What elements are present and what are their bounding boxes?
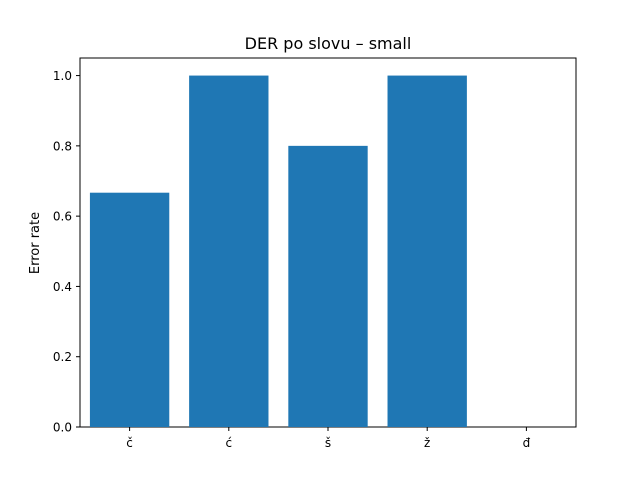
x-tick-label: đ bbox=[523, 436, 531, 450]
y-tick-label: 0.0 bbox=[53, 421, 72, 435]
x-tick-label: č bbox=[126, 436, 133, 450]
y-tick-label: 1.0 bbox=[53, 69, 72, 83]
bars-group bbox=[89, 75, 467, 428]
y-axis-label: Error rate bbox=[28, 212, 43, 274]
bar-0 bbox=[89, 192, 170, 427]
y-tick-label: 0.8 bbox=[53, 139, 72, 153]
bar-2 bbox=[288, 145, 368, 428]
y-tick-label: 0.4 bbox=[53, 280, 72, 294]
y-axis: 0.0 0.2 0.4 0.6 0.8 1.0 bbox=[53, 69, 80, 435]
y-tick-label: 0.2 bbox=[53, 350, 72, 364]
bar-3 bbox=[387, 75, 467, 427]
x-tick-label: š bbox=[325, 436, 331, 450]
x-tick-label: ć bbox=[225, 436, 232, 450]
bar-1 bbox=[189, 75, 269, 427]
x-tick-label: ž bbox=[424, 436, 430, 450]
chart-title: DER po slovu – small bbox=[245, 34, 412, 53]
y-tick-label: 0.6 bbox=[53, 210, 72, 224]
